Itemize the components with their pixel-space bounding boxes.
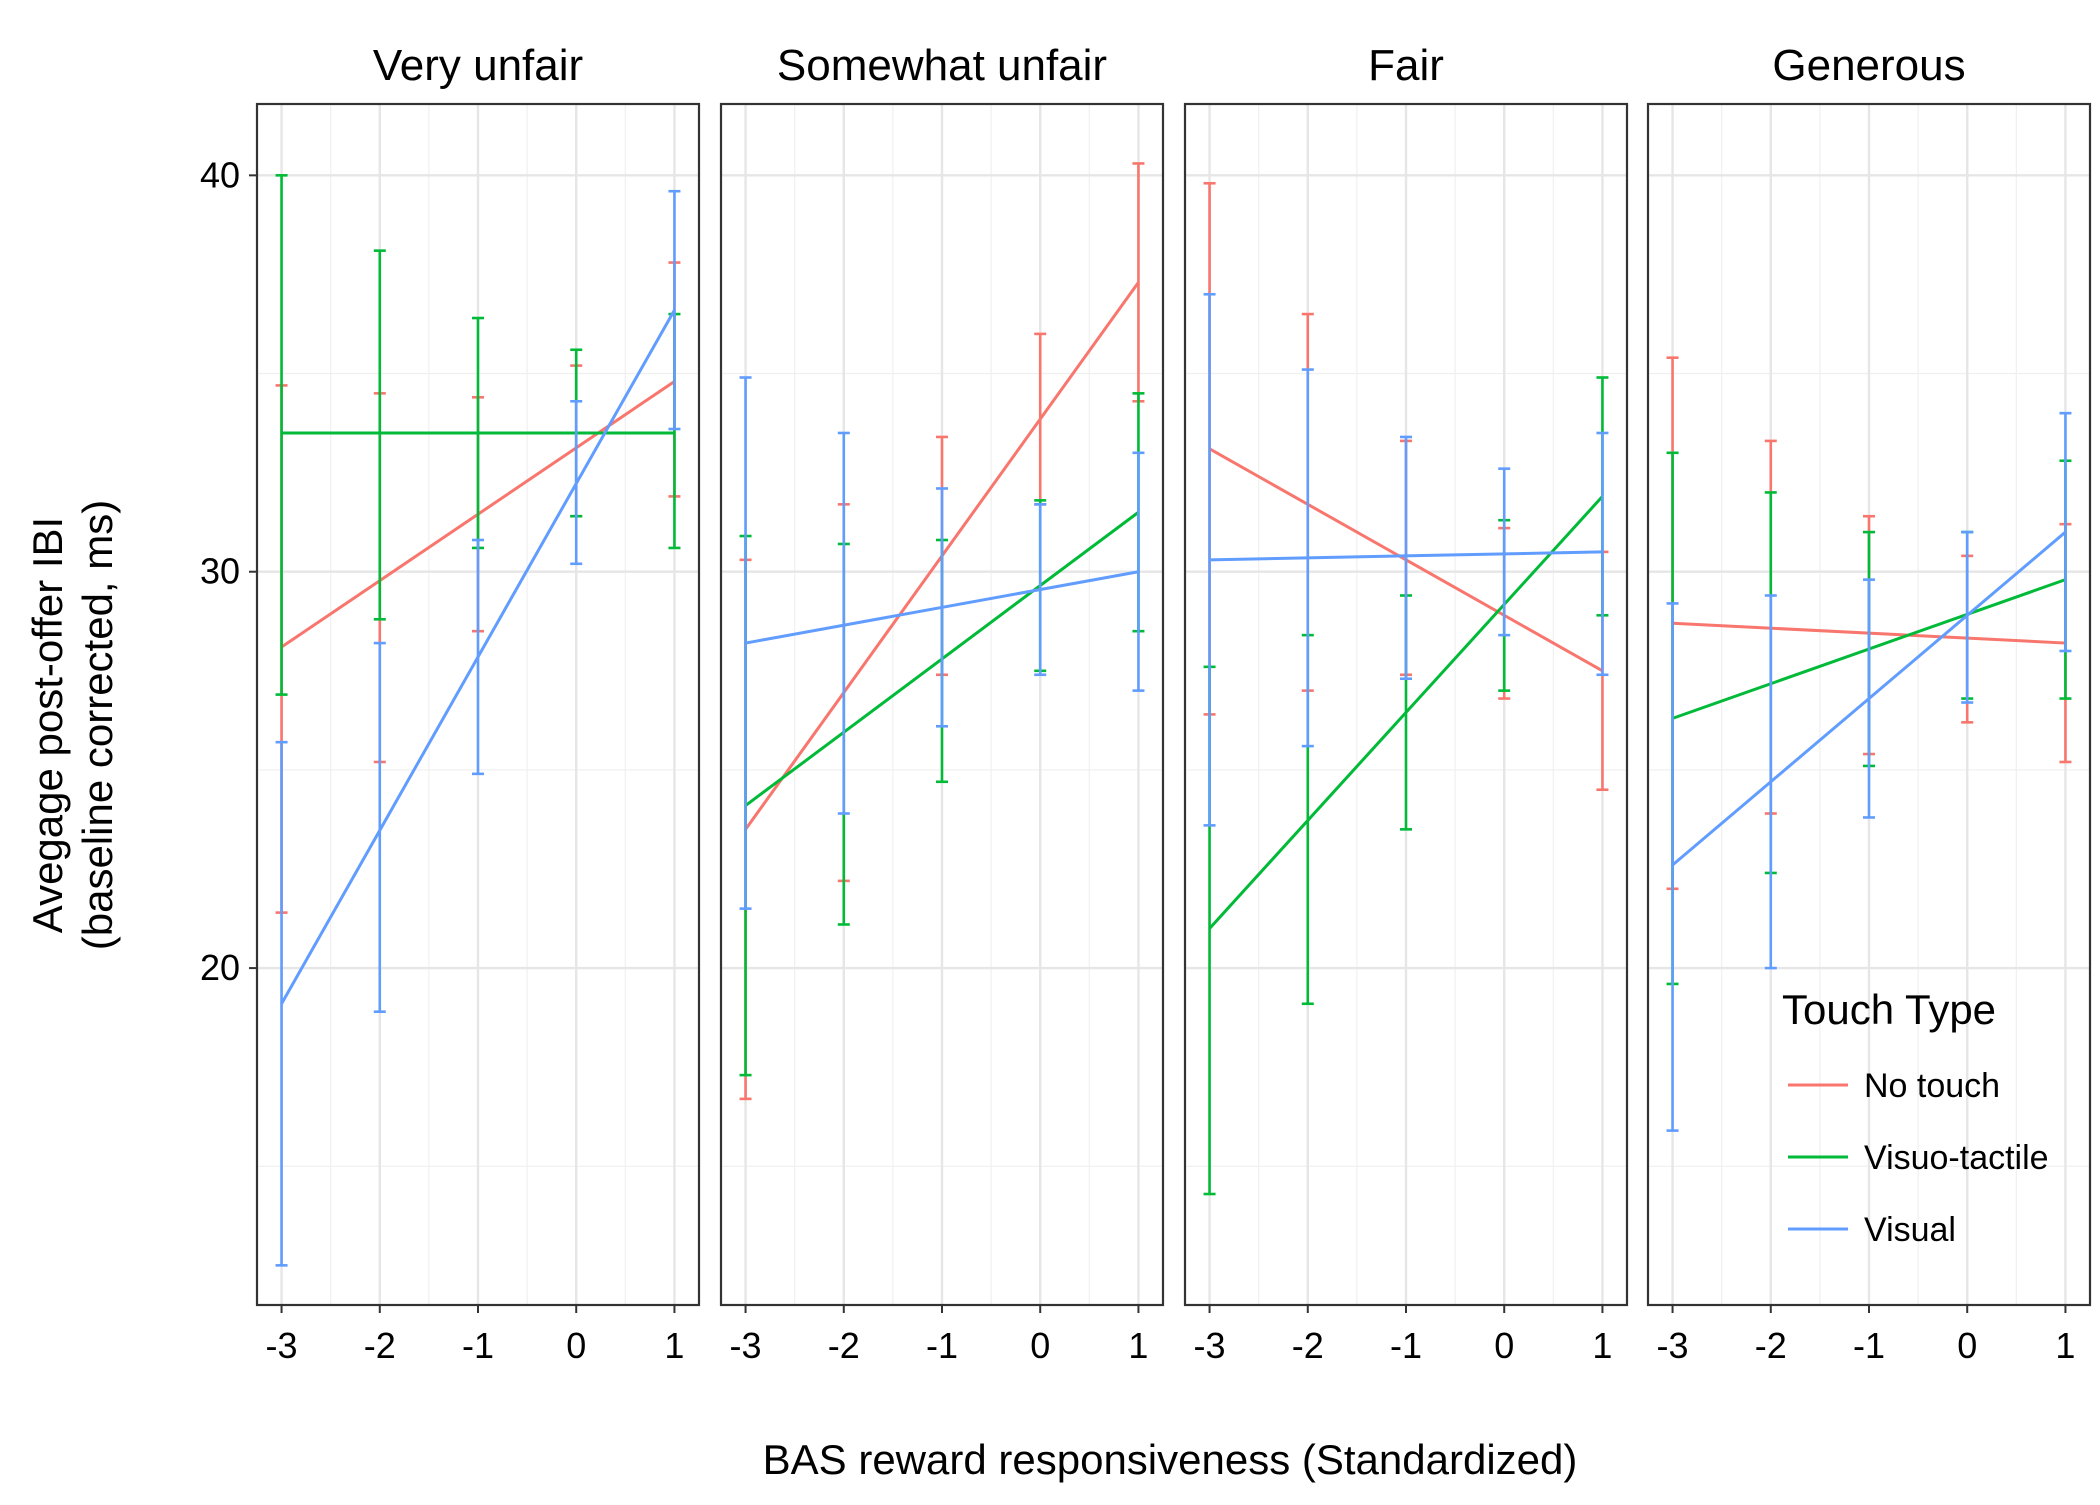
x-tick-label: -1 bbox=[1390, 1325, 1422, 1366]
series-line bbox=[1671, 530, 2067, 867]
facet-panel: Somewhat unfair -3 -2 -1 0 1 bbox=[719, 41, 1165, 1366]
x-tick-label: -3 bbox=[730, 1325, 762, 1366]
x-axis-title: BAS reward responsiveness (Standardized) bbox=[763, 1436, 1578, 1483]
x-tick-label: -2 bbox=[1292, 1325, 1324, 1366]
series-group bbox=[1203, 292, 1609, 827]
legend-item-label: Visuo-tactile bbox=[1864, 1139, 2049, 1177]
x-tick-label: -3 bbox=[1657, 1325, 1689, 1366]
facet-strip-label: Generous bbox=[1772, 41, 1965, 90]
x-tick-label: -2 bbox=[828, 1325, 860, 1366]
series-line bbox=[1208, 495, 1604, 930]
error-bar bbox=[1961, 530, 1974, 704]
error-bar bbox=[1596, 431, 1609, 677]
x-tick-label: -3 bbox=[266, 1325, 298, 1366]
error-bar bbox=[373, 249, 386, 621]
x-tick-label: -3 bbox=[1194, 1325, 1226, 1366]
error-bar bbox=[837, 431, 850, 815]
facet-panel: Generous -3 -2 -1 0 1 bbox=[1646, 41, 2092, 1366]
legend-item-label: No touch bbox=[1864, 1067, 2000, 1105]
facet-strip-label: Fair bbox=[1368, 41, 1444, 90]
x-tick-label: -2 bbox=[1755, 1325, 1787, 1366]
y-tick-label: 40 bbox=[200, 154, 240, 195]
facet-panel: Fair -3 -2 -1 0 1 bbox=[1183, 41, 1629, 1366]
x-tick-label: 0 bbox=[566, 1325, 586, 1366]
x-tick-label: 0 bbox=[1957, 1325, 1977, 1366]
legend-title: Touch Type bbox=[1782, 986, 1996, 1033]
series-group bbox=[275, 189, 681, 1267]
facet-strip-label: Somewhat unfair bbox=[777, 41, 1107, 90]
x-tick-label: -2 bbox=[364, 1325, 396, 1366]
x-tick-label: 1 bbox=[1128, 1325, 1148, 1366]
x-tick-label: 1 bbox=[1592, 1325, 1612, 1366]
series-group bbox=[1666, 411, 2072, 1132]
x-tick-label: 0 bbox=[1494, 1325, 1514, 1366]
error-bar bbox=[739, 376, 752, 910]
series-line bbox=[280, 309, 676, 1005]
legend-item-label: Visual bbox=[1864, 1211, 1956, 1249]
facet-strip-label: Very unfair bbox=[373, 41, 583, 90]
y-tick-label: 30 bbox=[200, 551, 240, 592]
error-bar bbox=[275, 174, 288, 696]
facet-panel: Very unfair -3 -2 -1 0 1 bbox=[255, 41, 701, 1366]
y-tick-label: 20 bbox=[200, 947, 240, 988]
x-tick-label: -1 bbox=[462, 1325, 494, 1366]
error-bar bbox=[1498, 467, 1511, 637]
y-axis-title-line2: (baseline corrected, ms) bbox=[74, 500, 121, 951]
series-line bbox=[1209, 550, 1603, 562]
x-tick-label: -1 bbox=[926, 1325, 958, 1366]
series-line bbox=[745, 570, 1139, 645]
series-group bbox=[739, 376, 1145, 910]
y-axis-title-line1: Avegage post-offer IBI bbox=[24, 517, 71, 933]
x-tick-label: -1 bbox=[1853, 1325, 1885, 1366]
error-bar bbox=[1400, 435, 1412, 681]
x-tick-label: 1 bbox=[664, 1325, 684, 1366]
x-tick-label: 0 bbox=[1030, 1325, 1050, 1366]
error-bar bbox=[1666, 602, 1679, 1132]
x-tick-label: 1 bbox=[2055, 1325, 2075, 1366]
